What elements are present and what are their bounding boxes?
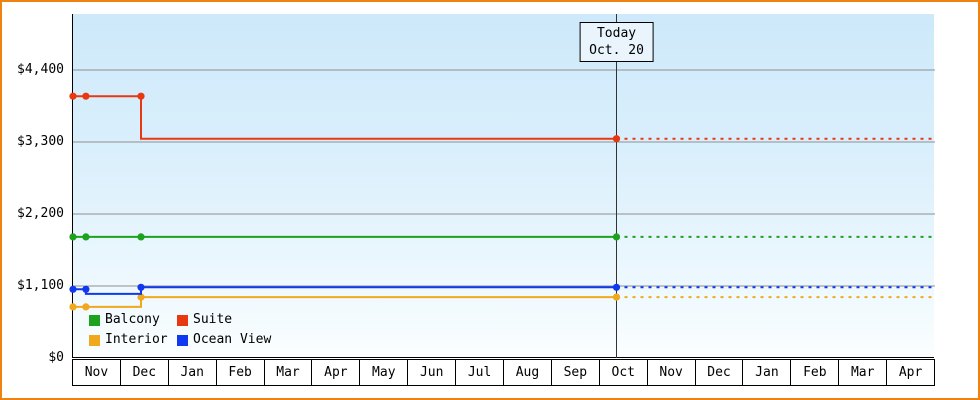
series-point-balcony [69, 233, 77, 241]
series-point-balcony [82, 233, 90, 241]
month-cell-jun: Jun [407, 359, 457, 386]
month-cell-may: May [359, 359, 409, 386]
series-line-ocean-view [73, 286, 617, 295]
month-cell-feb: Feb [215, 359, 265, 386]
month-cell-nov: Nov [646, 359, 696, 386]
y-axis: $0 $1,100 $2,200 $3,300 $4,400 [2, 14, 66, 365]
legend-label: Suite [193, 312, 233, 327]
series-point-suite [612, 135, 621, 143]
month-cell-sep: Sep [550, 359, 600, 386]
x-axis: Nov Dec Jan Feb Mar Apr May Jun Jul Aug Sep Oct Nov D… [72, 359, 936, 386]
series-point-suite [82, 92, 90, 100]
month-cell-jul: Jul [455, 359, 505, 386]
legend-item-balcony: Balcony [89, 313, 177, 327]
series-point-suite [137, 92, 145, 100]
today-label-box: Today Oct. 20 [579, 22, 654, 62]
chart-canvas [69, 14, 935, 358]
series-point-ocean-view [612, 283, 621, 291]
y-axis-label: $1,100 [17, 278, 64, 293]
series-point-interior [82, 303, 90, 311]
today-label-line2: Oct. 20 [589, 43, 644, 58]
month-cell-apr: Apr [886, 359, 936, 386]
month-cell-aug: Aug [503, 359, 552, 386]
month-cell-nov: Nov [72, 359, 121, 386]
y-axis-label: $4,400 [17, 62, 64, 77]
series-line-interior [73, 296, 617, 308]
legend-label: Interior [105, 332, 168, 347]
month-cell-feb: Feb [790, 359, 840, 386]
series-point-balcony [612, 233, 621, 241]
month-cell-mar: Mar [263, 359, 313, 386]
month-cell-apr: Apr [311, 359, 361, 386]
series-point-balcony [137, 233, 145, 241]
y-axis-label: $0 [48, 350, 64, 365]
legend-swatch [89, 314, 100, 326]
legend-swatch [177, 314, 188, 326]
plot-area: Today Oct. 20 Balcony Suite Interior Ocean … [69, 14, 935, 358]
legend-item-interior: Interior [89, 333, 177, 347]
month-cell-jan: Jan [167, 359, 217, 386]
y-axis-label: $3,300 [17, 134, 64, 149]
month-cell-dec: Dec [119, 359, 169, 386]
series-point-interior [137, 293, 145, 301]
legend: Balcony Suite Interior Ocean View [89, 313, 271, 347]
month-cell-mar: Mar [838, 359, 888, 386]
series-point-ocean-view [82, 285, 90, 293]
series-point-ocean-view [69, 285, 77, 293]
month-cell-dec: Dec [694, 359, 744, 386]
legend-item-ocean-view: Ocean View [177, 333, 271, 347]
legend-swatch [89, 334, 100, 346]
series-line-suite [73, 95, 617, 140]
legend-label: Ocean View [193, 332, 272, 347]
series-point-suite [69, 92, 77, 100]
month-cell-oct: Oct [598, 359, 648, 386]
legend-label: Balcony [105, 312, 160, 327]
series-point-interior [612, 293, 621, 301]
legend-item-suite: Suite [177, 313, 271, 327]
today-label-line1: Today [596, 26, 637, 41]
y-axis-label: $2,200 [17, 206, 64, 221]
legend-swatch [177, 334, 188, 346]
series-point-ocean-view [137, 283, 145, 291]
month-cell-jan: Jan [742, 359, 792, 386]
series-point-interior [69, 303, 77, 311]
